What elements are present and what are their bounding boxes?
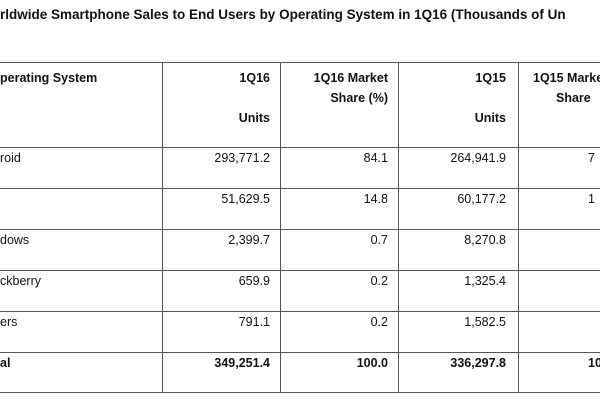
cell: 1,325.4 xyxy=(464,274,506,288)
cell: 60,177.2 xyxy=(457,192,506,206)
cell: 293,771.2 xyxy=(214,151,270,165)
rule xyxy=(0,62,600,63)
rule xyxy=(0,147,600,148)
cell: 1 xyxy=(588,192,595,206)
row-label: ers xyxy=(0,315,18,329)
rule xyxy=(280,62,281,393)
header-cell: 1Q16 Market xyxy=(313,71,388,85)
cell: 0.2 xyxy=(370,315,388,329)
header-cell: 1Q15 Market xyxy=(533,71,600,85)
header-cell: 1Q15 xyxy=(475,71,506,85)
rule xyxy=(518,62,519,393)
rule xyxy=(0,311,600,312)
header-cell: 1Q16 xyxy=(239,71,270,85)
title: rldwide Smartphone Sales to End Users by… xyxy=(0,7,566,22)
row-label: ckberry xyxy=(0,274,41,288)
header-cell: perating System xyxy=(0,71,98,85)
rule xyxy=(0,352,600,353)
cell: 100.0 xyxy=(356,356,388,370)
rule xyxy=(0,392,600,393)
cell: 659.9 xyxy=(238,274,270,288)
cell: 84.1 xyxy=(363,151,388,165)
cell: 791.1 xyxy=(238,315,270,329)
row-label: roid xyxy=(0,151,21,165)
cell: 51,629.5 xyxy=(221,192,270,206)
rule xyxy=(0,270,600,271)
header-cell: Units xyxy=(238,111,270,125)
cell: 349,251.4 xyxy=(214,356,270,370)
cell: 0.2 xyxy=(370,274,388,288)
rule xyxy=(162,62,163,393)
cell: 8,270.8 xyxy=(464,233,506,247)
cell: 336,297.8 xyxy=(450,356,506,370)
rule xyxy=(398,62,399,393)
rule xyxy=(0,188,600,189)
row-label: dows xyxy=(0,233,30,247)
header-cell: Share xyxy=(556,91,591,105)
cell: 0.7 xyxy=(370,233,388,247)
cell: 7 xyxy=(588,151,595,165)
rule xyxy=(0,229,600,230)
cell: 14.8 xyxy=(363,192,388,206)
header-cell: Units xyxy=(474,111,506,125)
cell: 1,582.5 xyxy=(464,315,506,329)
cell: 2,399.7 xyxy=(228,233,270,247)
row-label: al xyxy=(0,356,11,370)
cell: 264,941.9 xyxy=(450,151,506,165)
cell: 10 xyxy=(588,356,600,370)
header-cell: Share (%) xyxy=(330,91,388,105)
